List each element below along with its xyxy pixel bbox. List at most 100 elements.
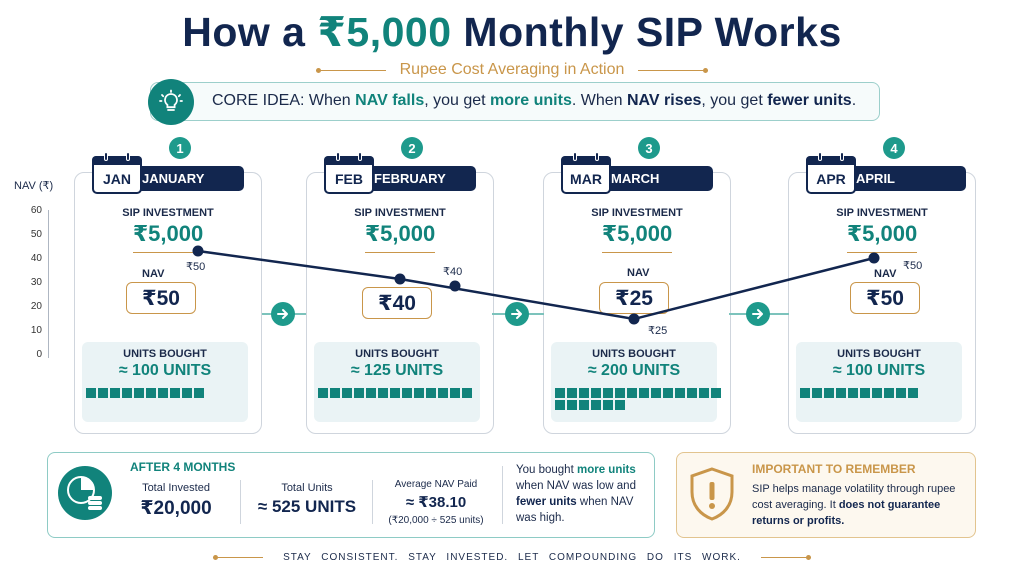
footer-tagline: STAY CONSISTENT. STAY INVESTED. LET COMP… [283,552,741,563]
nav-series-line [197,249,875,321]
unit-block [824,388,834,398]
calendar-icon: FEB [324,152,374,194]
unit-block [699,388,709,398]
total-units-value: ≈ 525 UNITS [257,497,357,516]
units-bought-panel [551,342,717,422]
calendar-icon: MAR [561,152,611,194]
subtitle-divider-left [315,67,386,73]
step-number-badge: 3 [638,137,660,159]
core-mid2: . When [571,92,627,109]
note-more-units: more units [576,464,636,476]
unit-block [567,388,577,398]
arrow-right-icon [746,302,770,326]
calendar-ring [818,152,822,161]
remember-panel [676,452,976,538]
unit-block [884,388,894,398]
summary-heading: AFTER 4 MONTHS [130,460,236,474]
core-idea-text: CORE IDEA: When NAV falls, you get more … [212,92,856,110]
unit-block [800,388,810,398]
core-idea-bar [150,82,880,121]
units-bought-panel [314,342,480,422]
unit-block [450,388,460,398]
calendar-ring [336,152,340,161]
unit-block [390,388,400,398]
unit-block [98,388,108,398]
title-amount: ₹5,000 [317,9,452,55]
footer-divider-left [213,555,264,560]
month-name-bar: JANUARY [126,166,244,191]
nav-point-label: ₹25 [648,325,667,337]
unit-block [579,388,589,398]
unit-block [462,388,472,398]
summary-divider [240,480,241,524]
remember-text: SIP helps manage volatility through rupe… [752,481,967,529]
unit-block [579,400,589,410]
subtitle-row: Rupee Cost Averaging in Action [0,61,1024,79]
month-name-bar: APRIL [840,166,966,191]
title-suffix: Monthly SIP Works [451,9,842,55]
lightbulb-icon [148,79,194,125]
calendar-month-abbr: FEB [335,171,363,187]
calendar-ring [573,152,577,161]
total-invested-value: ₹20,000 [140,498,212,519]
unit-block [86,388,96,398]
calendar-month-abbr: JAN [102,171,131,187]
nav-point-label: ₹40 [443,266,462,278]
calendar-icon: JAN [92,152,142,194]
unit-block [426,388,436,398]
nav-value-box: ₹40 [362,287,432,319]
unit-block [170,388,180,398]
units-block-grid [555,388,721,410]
unit-block [555,400,565,410]
core-mid3: , you get [701,92,768,109]
unit-block [908,388,918,398]
core-fewer-units: fewer units [767,92,852,109]
unit-block [555,388,565,398]
nav-point-apr [868,252,880,264]
units-bought-panel [796,342,962,422]
unit-block [330,388,340,398]
footer-row: STAY CONSISTENT. STAY INVESTED. LET COMP… [0,552,1024,563]
note-part: You bought [516,464,577,476]
calendar-ring [840,152,844,161]
warning-shield-icon [688,466,736,527]
unit-block [591,400,601,410]
nav-point-feb [394,273,406,285]
unit-block [122,388,132,398]
units-block-grid [318,388,472,398]
unit-block [651,388,661,398]
remember-text-bold: does not guarantee returns or profits. [752,499,941,527]
unit-block [603,388,613,398]
units-bought-label: UNITS BOUGHT [123,348,207,360]
unit-block [567,400,577,410]
units-block-grid [86,388,204,398]
sip-investment-amount: ₹5,000 [846,221,918,246]
note-part: when NAV was low and [516,480,636,492]
units-bought-value: ≈ 200 UNITS [587,362,681,379]
y-axis-label: NAV (₹) [14,180,54,192]
units-bought-label: UNITS BOUGHT [355,348,439,360]
unit-block [836,388,846,398]
calendar-ring [104,152,108,161]
units-bought-value: ≈ 125 UNITS [350,362,444,379]
y-tick-label: 50 [30,229,42,240]
nav-label: NAV [874,268,897,280]
step-number-badge: 1 [169,137,191,159]
unit-block [639,388,649,398]
sip-investment-label: SIP INVESTMENT [836,207,928,219]
nav-label: NAV [627,267,650,279]
nav-point-jan [192,245,204,257]
nav-point-mar [628,313,640,325]
note-fewer-units: fewer units [516,496,577,508]
remember-title: IMPORTANT TO REMEMBER [752,462,916,476]
card-separator [133,252,203,253]
units-bought-value: ≈ 100 UNITS [118,362,212,379]
unit-block [110,388,120,398]
sip-investment-amount: ₹5,000 [132,221,204,246]
core-end: . [851,92,857,109]
sip-investment-label: SIP INVESTMENT [122,207,214,219]
unit-block [627,388,637,398]
y-tick-label: 60 [30,205,42,216]
unit-block [812,388,822,398]
